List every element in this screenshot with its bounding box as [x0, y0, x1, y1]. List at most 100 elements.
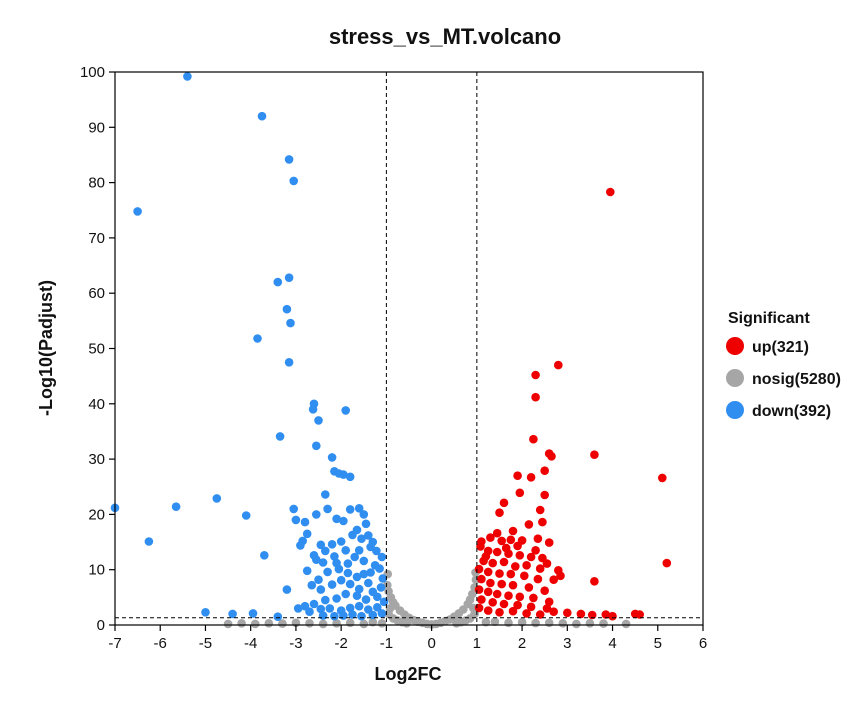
- point-up: [544, 538, 554, 547]
- point-down: [357, 611, 366, 621]
- point-down: [345, 472, 355, 482]
- point-up: [520, 571, 529, 581]
- x-axis-ticks: -7 -6 -5 -4 -3 -2 -1 0 1 2 3 4 5 6: [108, 625, 707, 652]
- x-tick-label: -3: [289, 635, 302, 652]
- point-up: [497, 536, 507, 546]
- point-up: [499, 599, 509, 609]
- point-down: [341, 546, 351, 555]
- point-down: [366, 568, 375, 577]
- point-down: [314, 575, 323, 584]
- point-down: [368, 587, 378, 597]
- point-down: [228, 609, 237, 619]
- x-tick-label: 6: [699, 635, 707, 652]
- point-down: [359, 510, 369, 519]
- point-down: [350, 552, 360, 562]
- point-nosig: [531, 618, 540, 628]
- point-nosig: [517, 617, 527, 627]
- point-down: [302, 529, 312, 539]
- point-up: [495, 608, 504, 617]
- point-down: [364, 578, 373, 588]
- legend-swatch-nosig: [726, 369, 744, 387]
- point-down: [291, 515, 301, 525]
- point-up: [540, 466, 549, 476]
- point-down: [312, 441, 321, 451]
- point-nosig: [572, 619, 581, 629]
- legend-swatch-down: [726, 401, 744, 419]
- point-nosig: [621, 619, 631, 629]
- point-nosig: [481, 617, 491, 627]
- point-down: [339, 470, 348, 479]
- point-down: [361, 595, 371, 604]
- point-up: [513, 471, 522, 481]
- point-down: [241, 511, 251, 520]
- point-up: [658, 473, 667, 483]
- point-down: [321, 595, 330, 605]
- point-up: [563, 608, 572, 618]
- threshold-lines: [115, 72, 703, 625]
- point-down: [309, 599, 319, 609]
- point-down: [354, 504, 364, 513]
- point-down: [212, 494, 222, 503]
- point-down: [361, 519, 371, 529]
- legend-label-nosig: nosig(5280): [752, 371, 841, 388]
- legend-label-up: up(321): [752, 339, 809, 356]
- y-axis-title: -Log10(Padjust): [36, 280, 56, 416]
- point-up: [606, 187, 615, 197]
- point-down: [282, 585, 292, 594]
- chart-title: stress_vs_MT.volcano: [329, 24, 561, 49]
- legend-title: Significant: [728, 310, 810, 327]
- points-layer: [110, 72, 672, 629]
- point-up: [474, 585, 484, 594]
- point-up: [535, 564, 545, 573]
- y-tick-label: 50: [88, 341, 105, 358]
- point-down: [286, 318, 295, 328]
- point-nosig: [359, 619, 369, 629]
- x-tick-label: -7: [108, 635, 121, 652]
- point-down: [375, 564, 384, 573]
- point-up: [515, 551, 525, 560]
- point-down: [327, 453, 337, 462]
- point-up: [499, 498, 509, 508]
- point-down: [284, 273, 294, 283]
- point-up: [554, 566, 563, 575]
- point-up: [495, 569, 504, 578]
- point-up: [481, 552, 491, 561]
- point-nosig: [368, 617, 378, 627]
- point-up: [590, 450, 599, 460]
- point-up: [476, 542, 485, 551]
- point-up: [547, 452, 556, 461]
- point-up: [526, 552, 536, 562]
- point-up: [504, 591, 513, 600]
- point-down: [336, 575, 346, 585]
- x-tick-label: 0: [427, 635, 435, 652]
- point-down: [379, 597, 389, 607]
- point-nosig: [468, 603, 478, 613]
- point-down: [332, 558, 341, 568]
- point-up: [488, 558, 498, 568]
- point-down: [284, 155, 294, 164]
- point-down: [183, 72, 192, 81]
- point-up: [540, 490, 549, 500]
- x-tick-label: 4: [608, 635, 616, 652]
- x-tick-label: 3: [563, 635, 571, 652]
- point-up: [515, 488, 525, 498]
- point-nosig: [377, 619, 387, 628]
- point-up: [486, 533, 495, 542]
- point-down: [253, 334, 262, 343]
- point-down: [273, 612, 283, 621]
- y-tick-label: 10: [88, 562, 105, 579]
- point-nosig: [504, 618, 513, 628]
- point-down: [373, 603, 382, 612]
- point-up: [497, 579, 507, 589]
- point-up: [522, 609, 531, 618]
- point-up: [538, 517, 547, 527]
- point-up: [483, 567, 493, 577]
- point-down: [312, 510, 321, 519]
- point-up: [492, 589, 502, 599]
- point-up: [492, 547, 502, 557]
- point-up: [554, 360, 563, 370]
- x-tick-label: 2: [518, 635, 526, 652]
- point-up: [486, 578, 495, 588]
- point-down: [341, 406, 351, 415]
